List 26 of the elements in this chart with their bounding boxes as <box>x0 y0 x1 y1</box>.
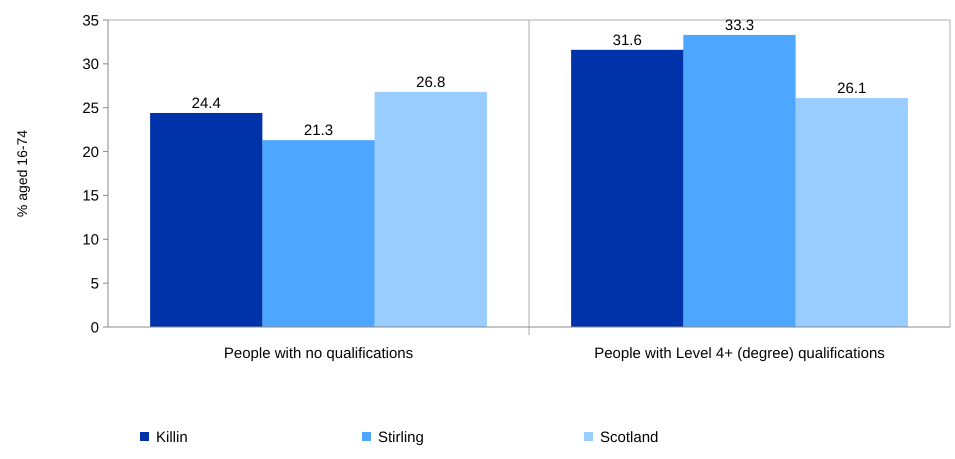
y-tick-label: 10 <box>82 232 99 249</box>
bar <box>683 34 796 327</box>
legend-label: Stirling <box>378 428 424 446</box>
data-label: 21.3 <box>304 122 334 140</box>
bar <box>150 112 262 327</box>
legend-label: Killin <box>156 428 188 446</box>
y-tick-label: 15 <box>82 188 99 205</box>
data-label: 26.8 <box>416 74 446 91</box>
y-tick-label: 35 <box>82 12 99 30</box>
y-tick-label: 0 <box>90 319 99 336</box>
data-label: 24.4 <box>192 94 221 112</box>
bar <box>374 92 487 327</box>
x-tick-label: People with no qualifications <box>224 345 414 362</box>
data-label: 26.1 <box>837 80 866 98</box>
y-tick-label: 5 <box>90 275 99 292</box>
x-tick-label: People with Level 4+ (degree) qualifications <box>594 345 885 362</box>
y-axis-title: % aged 16-74 <box>14 130 30 218</box>
y-tick-label: 30 <box>82 56 99 74</box>
bar <box>796 98 908 327</box>
bar <box>262 140 375 327</box>
legend-label: Scotland <box>600 428 658 446</box>
data-label: 31.6 <box>612 32 642 49</box>
y-tick-label: 25 <box>82 100 99 117</box>
data-label: 33.3 <box>724 16 754 34</box>
y-tick-label: 20 <box>82 144 99 161</box>
bar <box>571 50 684 327</box>
